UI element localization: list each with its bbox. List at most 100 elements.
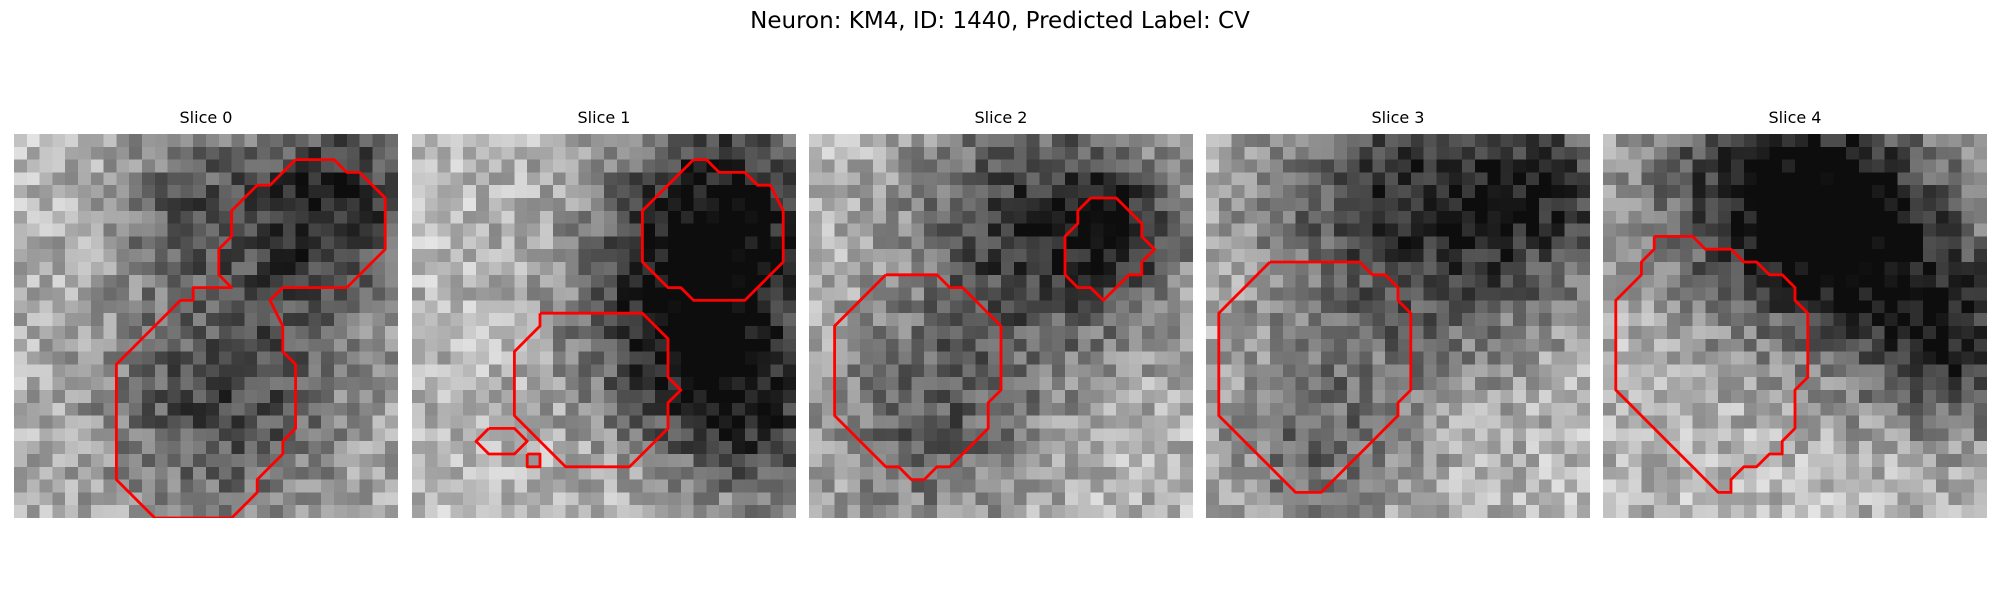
- pixel: [540, 223, 554, 237]
- pixel: [1846, 454, 1860, 468]
- pixel: [1398, 313, 1412, 327]
- pixel: [116, 364, 130, 378]
- pixel: [26, 454, 40, 468]
- pixel: [732, 300, 746, 314]
- pixel: [282, 274, 296, 288]
- pixel: [1474, 300, 1488, 314]
- pixel: [1206, 364, 1220, 378]
- pixel: [578, 198, 592, 212]
- pixel: [834, 262, 848, 276]
- pixel: [1910, 479, 1924, 493]
- pixel: [90, 198, 104, 212]
- pixel: [1667, 415, 1681, 429]
- pixel: [847, 236, 861, 250]
- pixel: [257, 146, 271, 160]
- pixel: [1628, 313, 1642, 327]
- pixel: [244, 300, 258, 314]
- pixel: [757, 402, 771, 416]
- pixel: [1718, 210, 1732, 224]
- pixel: [346, 492, 360, 506]
- pixel: [218, 313, 232, 327]
- pixel: [565, 505, 579, 518]
- pixel: [1948, 338, 1962, 352]
- pixel: [1103, 249, 1117, 263]
- pixel: [1577, 402, 1590, 416]
- pixel: [476, 198, 490, 212]
- pixel: [1244, 287, 1258, 301]
- pixel: [668, 236, 682, 250]
- pixel: [898, 249, 912, 263]
- pixel: [1321, 134, 1335, 148]
- pixel: [1705, 198, 1719, 212]
- pixel: [629, 274, 643, 288]
- pixel: [821, 377, 835, 391]
- pixel: [359, 466, 373, 480]
- pixel: [1923, 300, 1937, 314]
- pixel: [1731, 415, 1745, 429]
- pixel: [154, 428, 168, 442]
- pixel: [1410, 274, 1424, 288]
- pixel: [180, 185, 194, 199]
- pixel: [885, 274, 899, 288]
- pixel: [809, 326, 823, 340]
- pixel: [1449, 223, 1463, 237]
- pixel: [1974, 428, 1987, 442]
- pixel: [1462, 287, 1476, 301]
- pixel: [578, 364, 592, 378]
- pixel: [1577, 185, 1590, 199]
- pixel: [565, 338, 579, 352]
- pixel: [412, 377, 426, 391]
- pixel: [1103, 454, 1117, 468]
- pixel: [834, 505, 848, 518]
- pixel: [1116, 415, 1130, 429]
- pixel: [1513, 287, 1527, 301]
- pixel: [885, 262, 899, 276]
- pixel: [1603, 390, 1617, 404]
- pixel: [1820, 313, 1834, 327]
- pixel: [1526, 185, 1540, 199]
- pixel: [257, 505, 271, 518]
- pixel: [1462, 466, 1476, 480]
- pixel: [1538, 377, 1552, 391]
- pixel: [937, 249, 951, 263]
- pixel: [668, 262, 682, 276]
- pixel: [988, 454, 1002, 468]
- pixel: [1948, 274, 1962, 288]
- pixel: [1692, 274, 1706, 288]
- pixel: [1167, 428, 1181, 442]
- pixel: [1423, 287, 1437, 301]
- pixel: [206, 262, 220, 276]
- pixel: [1859, 338, 1873, 352]
- pixel: [1077, 364, 1091, 378]
- pixel: [116, 402, 130, 416]
- pixel: [860, 236, 874, 250]
- pixel: [488, 313, 502, 327]
- pixel: [1564, 210, 1578, 224]
- pixel: [257, 364, 271, 378]
- pixel: [1474, 402, 1488, 416]
- pixel: [1667, 466, 1681, 480]
- pixel: [1615, 236, 1629, 250]
- pixel: [1743, 223, 1757, 237]
- pixel: [1871, 326, 1885, 340]
- pixel: [847, 479, 861, 493]
- pixel: [295, 428, 309, 442]
- pixel: [1923, 364, 1937, 378]
- pixel: [1462, 210, 1476, 224]
- pixel: [1449, 236, 1463, 250]
- pixel: [1897, 338, 1911, 352]
- pixel: [488, 274, 502, 288]
- pixel: [359, 210, 373, 224]
- pixel: [1679, 402, 1693, 416]
- pixel: [565, 249, 579, 263]
- pixel: [1820, 441, 1834, 455]
- pixel: [282, 236, 296, 250]
- pixel: [1641, 185, 1655, 199]
- pixel: [1705, 364, 1719, 378]
- pixel: [1564, 274, 1578, 288]
- pixel: [821, 236, 835, 250]
- pixel: [924, 300, 938, 314]
- pixel: [103, 364, 117, 378]
- pixel: [1884, 274, 1898, 288]
- pixel: [1398, 402, 1412, 416]
